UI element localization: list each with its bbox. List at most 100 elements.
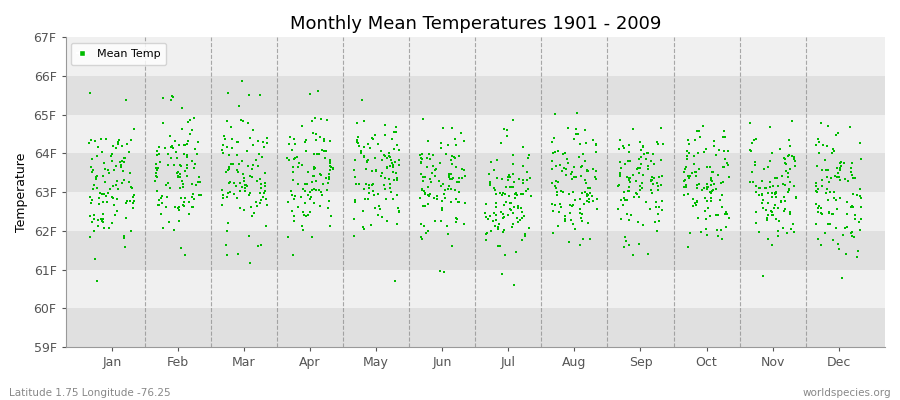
Point xyxy=(350,139,365,146)
Bar xyxy=(66,154,885,192)
Point xyxy=(814,177,829,183)
Point xyxy=(392,208,406,214)
Point xyxy=(225,144,239,151)
Point xyxy=(704,182,718,188)
Point xyxy=(178,252,193,258)
Point xyxy=(831,170,845,176)
Point xyxy=(85,196,99,203)
Point xyxy=(626,126,641,132)
Point xyxy=(303,196,318,202)
Point xyxy=(561,155,575,162)
Point xyxy=(768,175,782,181)
Point xyxy=(156,120,170,126)
Point xyxy=(768,191,782,197)
Point xyxy=(191,179,205,186)
Point xyxy=(117,154,131,161)
Point xyxy=(449,196,464,202)
Point xyxy=(172,218,186,224)
Point xyxy=(412,152,427,158)
Point xyxy=(764,212,778,218)
Point xyxy=(323,166,338,173)
Point xyxy=(176,184,190,190)
Point xyxy=(519,176,534,183)
Point xyxy=(483,228,498,234)
Point xyxy=(386,169,400,175)
Point xyxy=(816,142,831,148)
Point xyxy=(773,146,788,152)
Point xyxy=(445,153,459,159)
Point xyxy=(449,215,464,222)
Point xyxy=(163,185,177,192)
Point xyxy=(452,189,466,196)
Point xyxy=(382,163,397,169)
Point xyxy=(171,204,185,211)
Point xyxy=(239,182,254,188)
Point xyxy=(490,157,504,163)
Point xyxy=(191,138,205,145)
Point xyxy=(415,186,429,192)
Point xyxy=(776,181,790,187)
Point xyxy=(508,190,522,197)
Point xyxy=(487,209,501,216)
Point xyxy=(442,174,456,180)
Point xyxy=(172,204,186,210)
Point xyxy=(633,165,647,171)
Point xyxy=(388,277,402,284)
Point xyxy=(298,187,312,194)
Point xyxy=(170,172,184,179)
Legend: Mean Temp: Mean Temp xyxy=(71,43,166,65)
Point xyxy=(493,243,508,250)
Point xyxy=(427,194,441,201)
Point xyxy=(578,189,592,196)
Point xyxy=(814,204,829,211)
Point xyxy=(746,179,760,186)
Point xyxy=(722,214,736,221)
Point xyxy=(286,196,301,202)
Point xyxy=(685,196,699,202)
Point xyxy=(322,138,337,144)
Point xyxy=(427,163,441,169)
Point xyxy=(497,202,511,208)
Point xyxy=(98,179,112,185)
Point xyxy=(496,215,510,221)
Point xyxy=(368,132,382,138)
Point xyxy=(641,250,655,257)
Point xyxy=(104,158,119,164)
Point xyxy=(287,218,302,224)
Point xyxy=(386,164,400,170)
Point xyxy=(562,191,576,198)
Point xyxy=(291,181,305,187)
Point xyxy=(788,195,803,201)
Point xyxy=(756,196,770,203)
Point xyxy=(418,190,432,196)
Point xyxy=(295,222,310,229)
Point xyxy=(489,212,503,218)
Point xyxy=(175,178,189,185)
Point xyxy=(254,181,268,188)
Point xyxy=(678,177,692,184)
Point xyxy=(832,177,847,184)
Point xyxy=(809,180,824,187)
Point xyxy=(180,165,194,171)
Point xyxy=(177,198,192,205)
Point xyxy=(760,236,775,243)
Point xyxy=(650,228,664,235)
Point xyxy=(291,164,305,170)
Point xyxy=(481,216,495,222)
Point xyxy=(705,168,719,175)
Point xyxy=(548,182,562,189)
Point xyxy=(433,268,447,274)
Point xyxy=(303,90,318,97)
Point xyxy=(777,155,791,162)
Point xyxy=(173,174,187,180)
Point xyxy=(296,227,310,233)
Point xyxy=(517,213,531,219)
Point xyxy=(569,131,583,138)
Point xyxy=(490,190,504,197)
Point xyxy=(122,148,136,155)
Point xyxy=(623,175,637,182)
Point xyxy=(635,222,650,228)
Point xyxy=(518,231,532,238)
Point xyxy=(285,208,300,214)
Point xyxy=(256,143,271,150)
